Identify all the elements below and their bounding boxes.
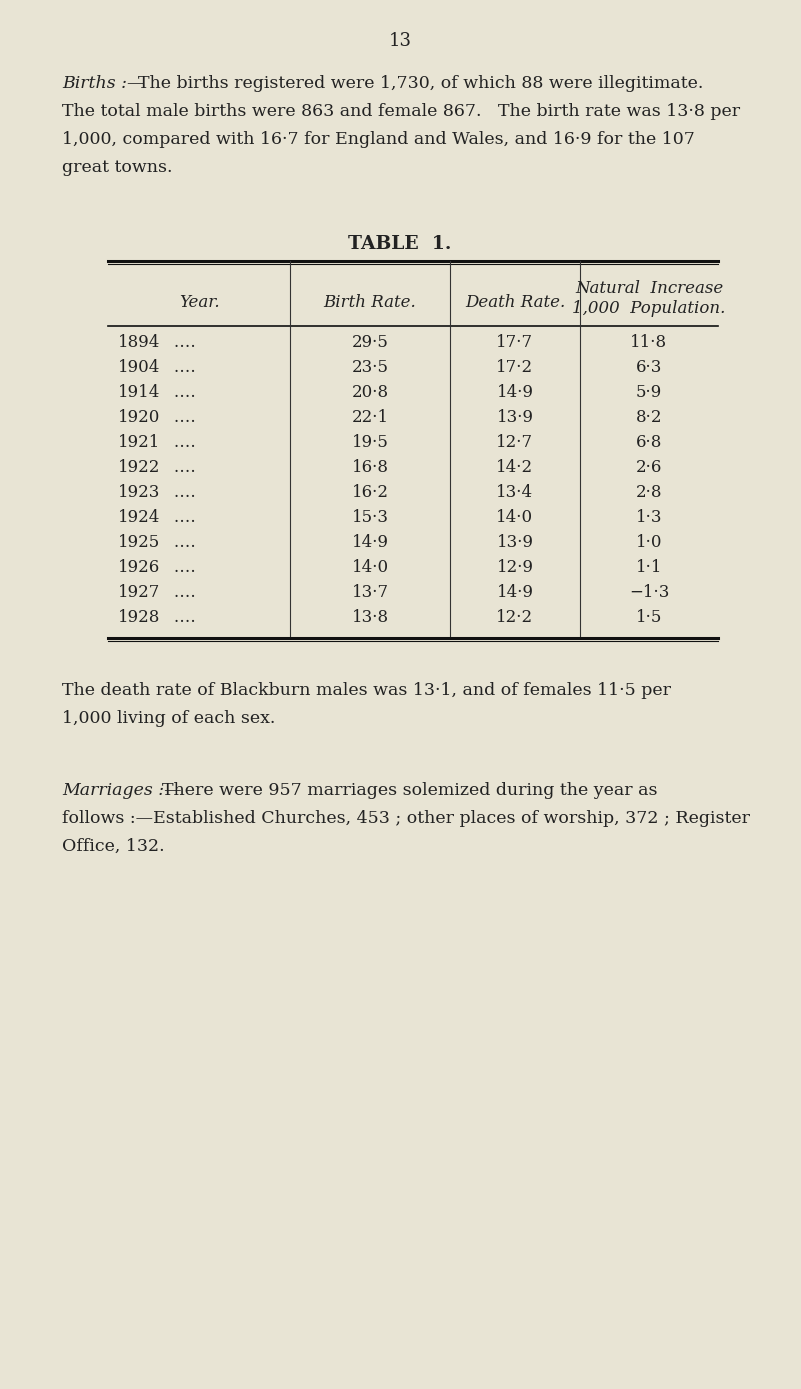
Text: 14·9: 14·9 (352, 533, 388, 551)
Text: The births registered were 1,730, of which 88 were illegitimate.: The births registered were 1,730, of whi… (138, 75, 703, 92)
Text: ….: …. (158, 358, 195, 376)
Text: 1924: 1924 (118, 508, 160, 526)
Text: 22·1: 22·1 (352, 408, 388, 426)
Text: 1925: 1925 (118, 533, 160, 551)
Text: ….: …. (158, 458, 195, 476)
Text: 1922: 1922 (118, 458, 160, 476)
Text: 6·3: 6·3 (636, 358, 662, 376)
Text: 1914: 1914 (118, 383, 160, 401)
Text: Year.: Year. (179, 294, 219, 311)
Text: 1904: 1904 (118, 358, 160, 376)
Text: 23·5: 23·5 (352, 358, 388, 376)
Text: follows :—Established Churches, 453 ; other places of worship, 372 ; Register: follows :—Established Churches, 453 ; ot… (62, 810, 750, 826)
Text: 14·2: 14·2 (497, 458, 533, 476)
Text: ….: …. (158, 583, 195, 601)
Text: ….: …. (158, 558, 195, 576)
Text: 29·5: 29·5 (352, 333, 388, 351)
Text: 1927: 1927 (118, 583, 160, 601)
Text: TABLE  1.: TABLE 1. (348, 235, 452, 253)
Text: 1·3: 1·3 (636, 508, 662, 526)
Text: 13: 13 (388, 32, 412, 50)
Text: ….: …. (158, 483, 195, 501)
Text: 1921: 1921 (118, 433, 160, 451)
Text: Natural  Increase: Natural Increase (575, 281, 723, 297)
Text: 1·0: 1·0 (636, 533, 662, 551)
Text: 13·8: 13·8 (352, 608, 388, 626)
Text: 19·5: 19·5 (352, 433, 388, 451)
Text: 1928: 1928 (118, 608, 160, 626)
Text: ….: …. (158, 508, 195, 526)
Text: 16·2: 16·2 (352, 483, 388, 501)
Text: 16·8: 16·8 (352, 458, 388, 476)
Text: 12·2: 12·2 (497, 608, 533, 626)
Text: 1,000, compared with 16·7 for England and Wales, and 16·9 for the 107: 1,000, compared with 16·7 for England an… (62, 131, 695, 149)
Text: 1,000 living of each sex.: 1,000 living of each sex. (62, 710, 276, 726)
Text: There were 957 marriages solemized during the year as: There were 957 marriages solemized durin… (162, 782, 658, 799)
Text: 13·7: 13·7 (352, 583, 388, 601)
Text: −1·3: −1·3 (629, 583, 669, 601)
Text: ….: …. (158, 533, 195, 551)
Text: 1923: 1923 (118, 483, 160, 501)
Text: ….: …. (158, 333, 195, 351)
Text: 11·8: 11·8 (630, 333, 667, 351)
Text: 14·0: 14·0 (497, 508, 533, 526)
Text: 5·9: 5·9 (636, 383, 662, 401)
Text: 12·7: 12·7 (497, 433, 533, 451)
Text: Births :—: Births :— (62, 75, 144, 92)
Text: Birth Rate.: Birth Rate. (324, 294, 417, 311)
Text: 1·1: 1·1 (636, 558, 662, 576)
Text: 20·8: 20·8 (352, 383, 388, 401)
Text: 1926: 1926 (118, 558, 160, 576)
Text: 13·9: 13·9 (497, 533, 533, 551)
Text: 6·8: 6·8 (636, 433, 662, 451)
Text: 1894: 1894 (118, 333, 160, 351)
Text: 14·0: 14·0 (352, 558, 388, 576)
Text: Office, 132.: Office, 132. (62, 838, 165, 856)
Text: ….: …. (158, 608, 195, 626)
Text: 15·3: 15·3 (352, 508, 388, 526)
Text: ….: …. (158, 408, 195, 426)
Text: 2·8: 2·8 (636, 483, 662, 501)
Text: 1,000  Population.: 1,000 Population. (572, 300, 726, 317)
Text: Marriages :—: Marriages :— (62, 782, 182, 799)
Text: 17·7: 17·7 (497, 333, 533, 351)
Text: 14·9: 14·9 (497, 383, 533, 401)
Text: Death Rate.: Death Rate. (465, 294, 566, 311)
Text: ….: …. (158, 433, 195, 451)
Text: 1·5: 1·5 (636, 608, 662, 626)
Text: 2·6: 2·6 (636, 458, 662, 476)
Text: 13·9: 13·9 (497, 408, 533, 426)
Text: 8·2: 8·2 (636, 408, 662, 426)
Text: 14·9: 14·9 (497, 583, 533, 601)
Text: 12·9: 12·9 (497, 558, 533, 576)
Text: The total male births were 863 and female 867.   The birth rate was 13·8 per: The total male births were 863 and femal… (62, 103, 740, 119)
Text: great towns.: great towns. (62, 158, 172, 176)
Text: 1920: 1920 (118, 408, 160, 426)
Text: 13·4: 13·4 (497, 483, 533, 501)
Text: ….: …. (158, 383, 195, 401)
Text: The death rate of Blackburn males was 13·1, and of females 11·5 per: The death rate of Blackburn males was 13… (62, 682, 671, 699)
Text: 17·2: 17·2 (497, 358, 533, 376)
